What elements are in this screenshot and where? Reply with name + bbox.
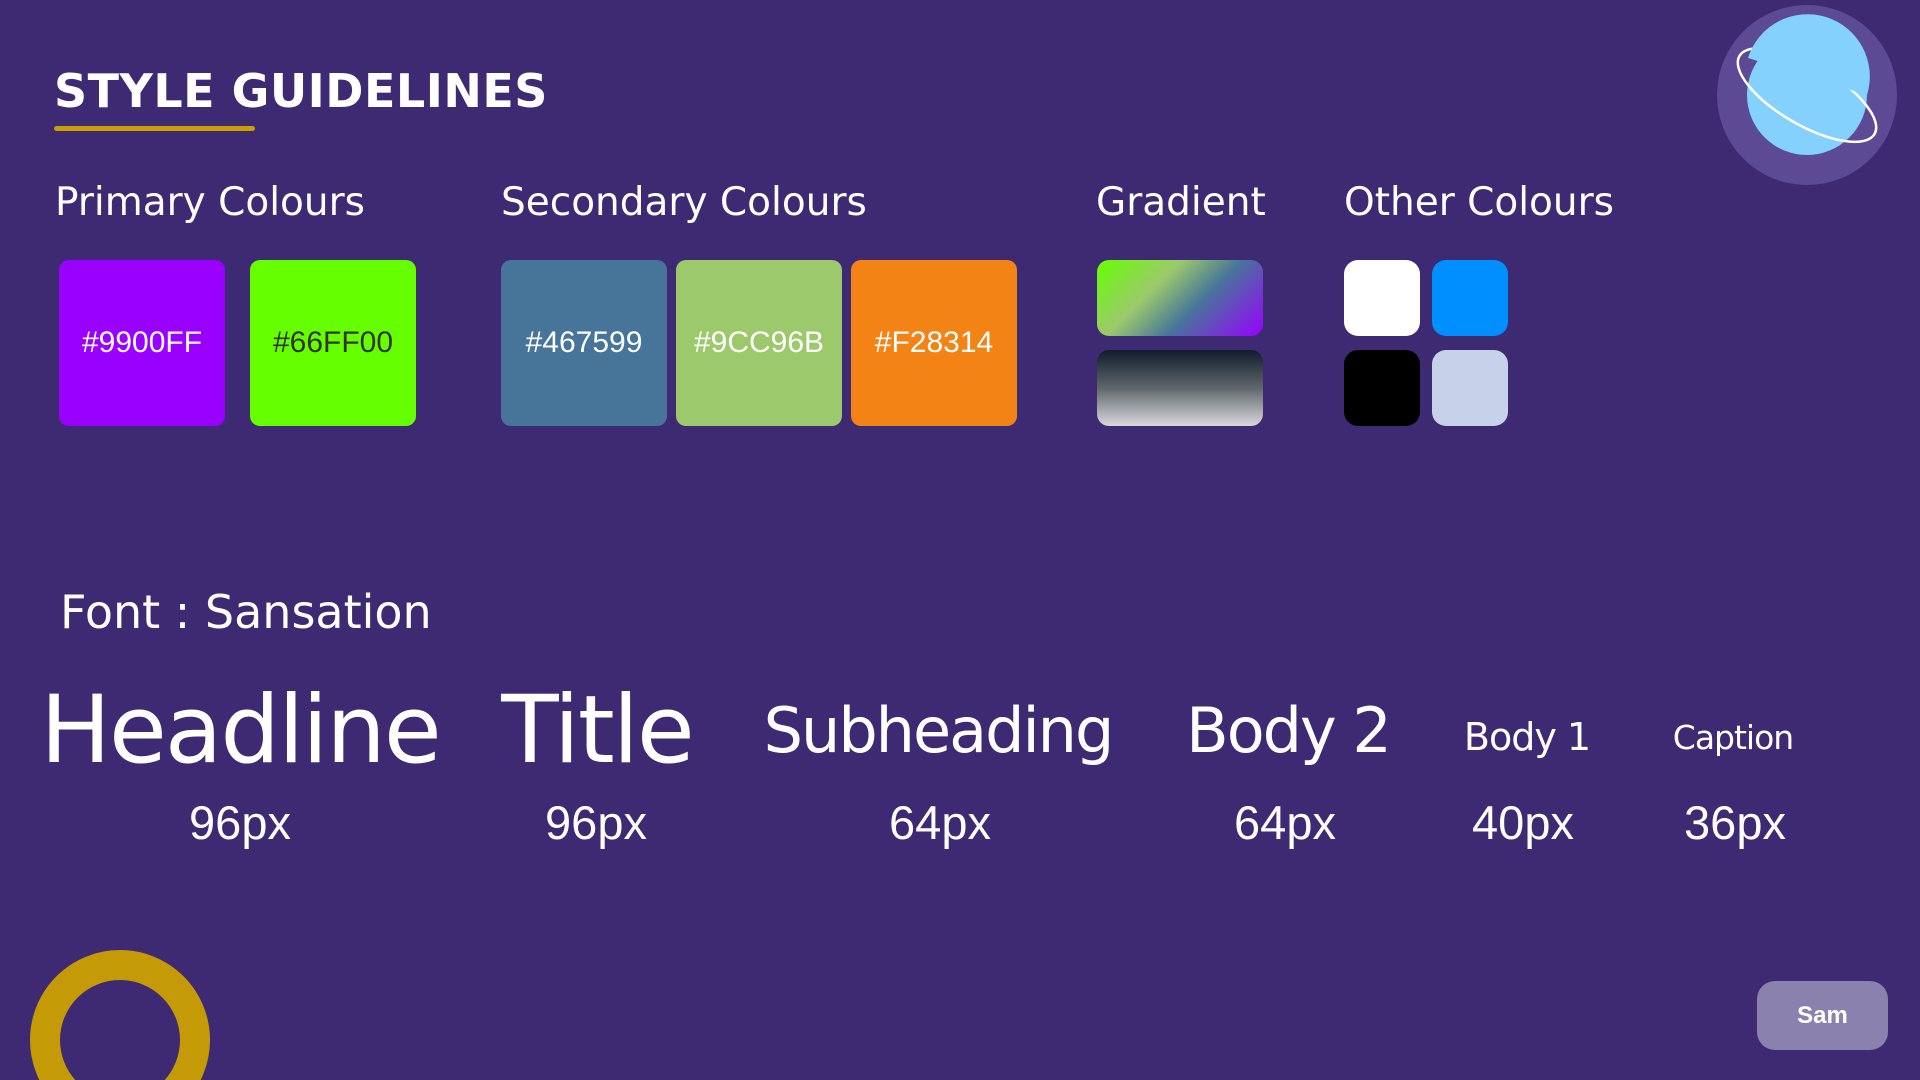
swatch-other-blue: [1432, 260, 1508, 336]
size-headline: 96px: [189, 796, 291, 849]
size-body-2: 64px: [1234, 796, 1336, 849]
sample-title: Title: [501, 676, 694, 785]
gradient-swatch-dark: [1097, 350, 1263, 426]
decorative-ring-icon: [30, 950, 210, 1080]
sample-caption: Caption: [1672, 718, 1794, 757]
page-title: STYLE GUIDELINES: [54, 64, 548, 118]
planet-icon: [1717, 5, 1897, 185]
swatch-other-lavender: [1432, 350, 1508, 426]
size-subheading: 64px: [889, 796, 991, 849]
primary-colours-heading: Primary Colours: [55, 180, 365, 225]
sample-body-2: Body 2: [1186, 694, 1392, 767]
gradient-swatch-colour: [1097, 260, 1263, 336]
user-button[interactable]: Sam: [1757, 981, 1888, 1050]
sample-body-1: Body 1: [1463, 715, 1591, 759]
swatch-primary-purple: #9900FF: [59, 260, 225, 426]
swatch-other-black: [1344, 350, 1420, 426]
swatch-secondary-green: #9CC96B: [676, 260, 842, 426]
title-underline: [54, 126, 255, 131]
secondary-colours-heading: Secondary Colours: [501, 180, 867, 225]
sample-subheading: Subheading: [763, 694, 1115, 767]
swatch-secondary-blue: #467599: [501, 260, 667, 426]
swatch-other-white: [1344, 260, 1420, 336]
other-colours-heading: Other Colours: [1344, 180, 1614, 225]
font-label: Font : Sansation: [60, 585, 432, 639]
gradient-heading: Gradient: [1096, 180, 1266, 225]
swatch-primary-green: #66FF00: [250, 260, 416, 426]
size-body-1: 40px: [1472, 796, 1574, 849]
sample-headline: Headline: [40, 676, 441, 785]
size-title: 96px: [545, 796, 647, 849]
size-caption: 36px: [1684, 796, 1786, 849]
swatch-secondary-orange: #F28314: [851, 260, 1017, 426]
